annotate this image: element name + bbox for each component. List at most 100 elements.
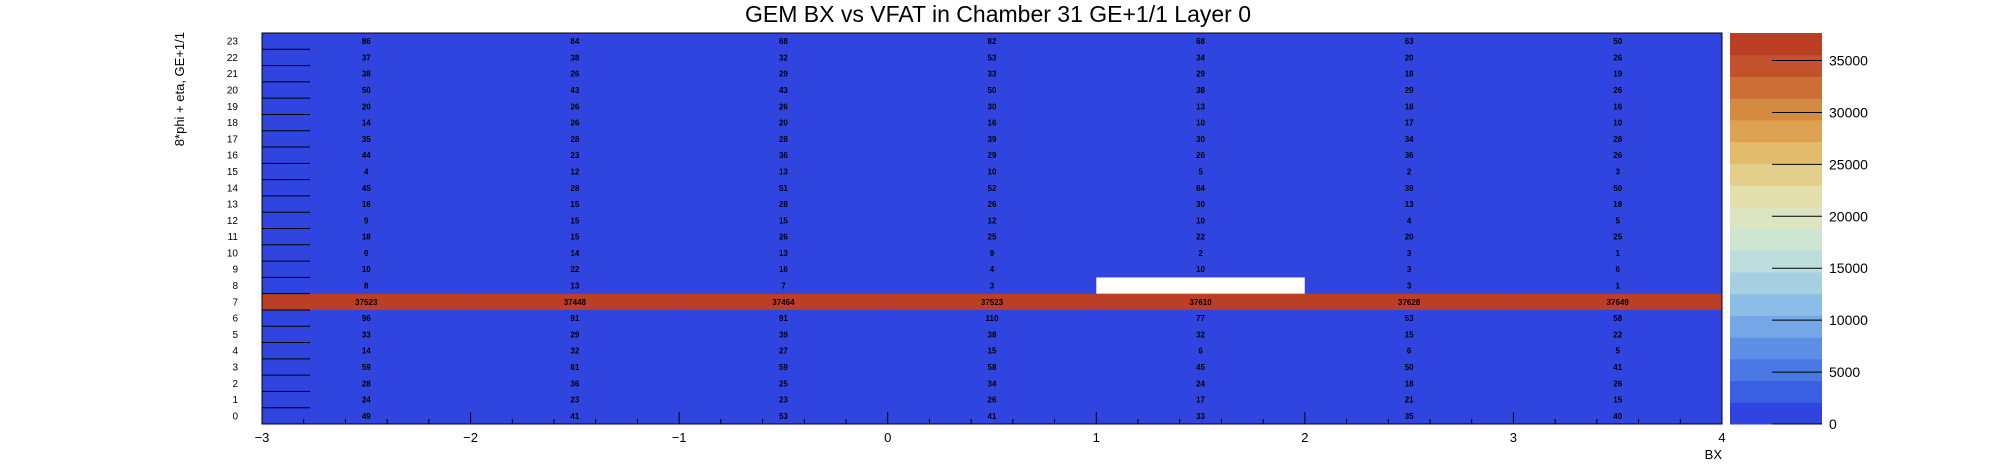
heatmap-cell: [470, 309, 680, 327]
heatmap-cell: [1096, 309, 1305, 327]
cell-value-label: 10: [1613, 119, 1622, 128]
cell-value-label: 38: [570, 53, 579, 62]
cell-value-label: 50: [1613, 184, 1622, 193]
cell-value-label: 33: [362, 330, 371, 339]
cell-value-label: 10: [1196, 265, 1205, 274]
cell-value-label: 26: [1613, 151, 1622, 160]
heatmap-cell: [887, 375, 1097, 392]
cell-value-label: 33: [1196, 412, 1205, 421]
heatmap-cell: [1304, 147, 1514, 164]
heatmap-cell: [262, 163, 471, 180]
y-tick-label: 9: [232, 265, 238, 276]
cell-value-label: 26: [570, 70, 579, 79]
cell-value-label: 52: [988, 184, 997, 193]
heatmap-cell: [1096, 33, 1305, 50]
heatmap-cell: [1304, 277, 1514, 294]
heatmap-cell: [470, 358, 680, 376]
cell-value-label: 61: [570, 363, 579, 372]
cell-value-label: 13: [1196, 102, 1205, 111]
cell-value-label: 68: [779, 37, 788, 46]
y-tick-label: 13: [227, 200, 239, 211]
y-tick-label: 20: [227, 86, 239, 97]
heatmap-cell: [1513, 179, 1722, 196]
heatmap-cell: [1513, 228, 1722, 245]
cell-value-label: 18: [1405, 379, 1414, 388]
cell-value-label: 38: [362, 70, 371, 79]
heatmap-cell: [1513, 244, 1722, 262]
cell-value-label: 21: [1405, 396, 1414, 405]
cell-value-label: 16: [1613, 102, 1622, 111]
heatmap-cell: [887, 309, 1097, 327]
cell-value-label: 12: [570, 167, 579, 176]
cell-value-label: 18: [1405, 102, 1414, 111]
cell-value-label: 59: [779, 363, 788, 372]
heatmap-cell: [1096, 326, 1305, 343]
cell-value-label: 22: [570, 265, 579, 274]
heatmap-cell: [1304, 342, 1514, 359]
cell-value-label: 20: [1405, 233, 1414, 242]
cell-value-label: 18: [1405, 70, 1414, 79]
cell-value-label: 18: [362, 233, 371, 242]
heatmap-cell: [887, 228, 1097, 245]
cell-value-label: 82: [988, 37, 997, 46]
heatmap-cell: [679, 407, 888, 424]
heatmap-cell: [470, 277, 680, 294]
heatmap-cell: [470, 228, 680, 245]
cell-value-label: 44: [362, 151, 371, 160]
y-tick-label: 7: [232, 297, 238, 308]
colorbar-segment: [1730, 315, 1822, 338]
y-tick-label: 16: [227, 151, 239, 162]
cell-value-label: 64: [1196, 184, 1205, 193]
cell-value-label: 26: [779, 102, 788, 111]
cell-value-label: 10: [988, 167, 997, 176]
heatmap-cell: [1513, 407, 1722, 424]
heatmap-cell: [679, 212, 888, 229]
heatmap-cell: [679, 293, 888, 310]
cell-value-label: 16: [779, 265, 788, 274]
cell-value-label: 35: [1405, 412, 1414, 421]
cell-value-label: 23: [570, 396, 579, 405]
heatmap-cell: [1096, 49, 1305, 66]
colorbar-segment: [1730, 228, 1822, 251]
heatmap-cell: [679, 277, 888, 294]
colorbar-segment: [1730, 250, 1822, 273]
cell-value-label: 53: [1405, 314, 1414, 323]
cell-value-label: 2: [1407, 167, 1412, 176]
cell-value-label: 45: [362, 184, 371, 193]
heatmap-cell: [887, 277, 1097, 294]
cell-value-label: 16: [988, 119, 997, 128]
heatmap-cell: [1096, 130, 1305, 148]
cell-value-label: 4: [364, 167, 369, 176]
x-tick-label: −2: [463, 430, 478, 445]
cell-value-label: 37610: [1189, 298, 1212, 307]
cell-value-label: 22: [1196, 233, 1205, 242]
heatmap-cell: [1513, 65, 1722, 82]
heatmap-cell: [1304, 33, 1514, 50]
heatmap-cell: [887, 33, 1097, 50]
heatmap-cell: [1096, 98, 1305, 115]
cell-value-label: 53: [988, 53, 997, 62]
heatmap-cell: [1096, 147, 1305, 164]
heatmap-cell: [1304, 228, 1514, 245]
cell-value-label: 30: [988, 102, 997, 111]
heatmap-cell: [470, 33, 680, 50]
heatmap-cell: [470, 407, 680, 424]
cell-value-label: 17: [1196, 396, 1205, 405]
heatmap-cell: [1513, 114, 1722, 131]
heatmap-cell: [470, 163, 680, 180]
heatmap-cell: [1096, 114, 1305, 131]
cell-value-label: 37448: [564, 298, 587, 307]
heatmap-cell: [262, 391, 471, 408]
cell-value-label: 43: [570, 86, 579, 95]
heatmap-cell: [1513, 130, 1722, 148]
heatmap-cell: [470, 130, 680, 148]
heatmap-cell: [1096, 195, 1305, 213]
cell-value-label: 3: [1407, 249, 1412, 258]
y-tick-label: 11: [228, 232, 239, 243]
plot-axes: −3 −2 −1 0 1 2 3 401234567891011121314151617181…: [227, 32, 1726, 445]
cell-value-label: 27: [779, 347, 788, 356]
cell-value-label: 34: [1196, 53, 1205, 62]
heatmap-cell: [1304, 195, 1514, 213]
heatmap-cell: [470, 212, 680, 229]
